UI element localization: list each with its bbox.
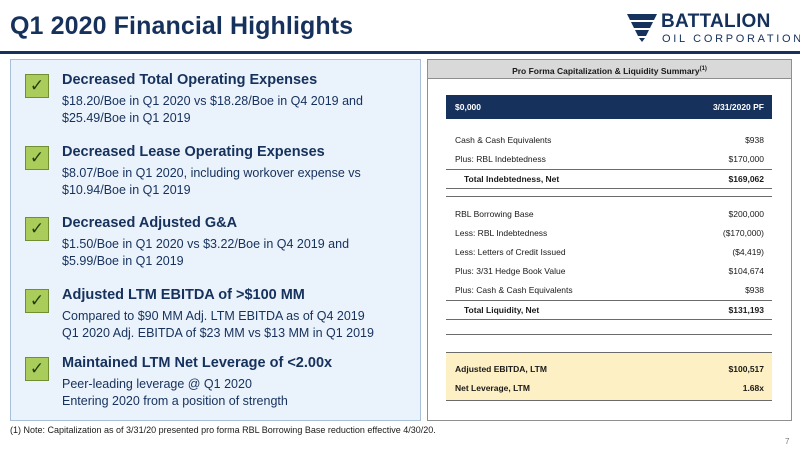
highlight-line: Entering 2020 from a position of strengt… <box>62 393 288 408</box>
table-header: $0,000 3/31/2020 PF <box>446 95 772 119</box>
highlight-line: Q1 2020 Adj. EBITDA of $23 MM vs $13 MM … <box>62 325 374 340</box>
slide-header: Q1 2020 Financial Highlights BATTALION O… <box>0 0 800 54</box>
footnote: (1) Note: Capitalization as of 3/31/20 p… <box>10 425 436 435</box>
row-label: Plus: Cash & Cash Equivalents <box>455 285 573 295</box>
checkmark-icon: ✓ <box>25 357 49 381</box>
row-label: Less: RBL Indebtedness <box>455 228 548 238</box>
checkmark-icon: ✓ <box>25 74 49 98</box>
highlight-description: Peer-leading leverage @ Q1 2020 Entering… <box>62 376 412 409</box>
row-label: Plus: RBL Indebtedness <box>455 154 546 164</box>
column-header-date: 3/31/2020 PF <box>712 102 764 112</box>
battalion-logo-icon <box>627 14 657 42</box>
table-row: Cash & Cash Equivalents $938 <box>446 131 772 149</box>
highlight-line: Peer-leading leverage @ Q1 2020 <box>62 377 252 391</box>
row-value: ($4,419) <box>732 247 764 257</box>
highlight-title: Decreased Total Operating Expenses <box>62 72 318 88</box>
row-value: $169,062 <box>728 174 764 184</box>
header-divider <box>0 51 800 54</box>
checkmark-icon: ✓ <box>25 217 49 241</box>
page-title: Q1 2020 Financial Highlights <box>10 12 354 40</box>
table-row: Plus: RBL Indebtedness $170,000 <box>446 150 772 168</box>
row-value: $131,193 <box>728 305 764 315</box>
highlight-title: Maintained LTM Net Leverage of <2.00x <box>62 355 333 371</box>
section-divider <box>446 334 772 335</box>
table-row: Plus: Cash & Cash Equivalents $938 <box>446 281 772 299</box>
highlight-line: $1.50/Boe in Q1 2020 vs $3.22/Boe in Q4 … <box>62 237 350 251</box>
highlights-panel: ✓ Decreased Total Operating Expenses $18… <box>10 59 421 421</box>
highlight-line: Compared to $90 MM Adj. LTM EBITDA as of… <box>62 309 365 323</box>
highlight-line: $5.99/Boe in Q1 2019 <box>62 253 184 268</box>
row-value: ($170,000) <box>722 228 764 238</box>
row-value: $938 <box>745 285 764 295</box>
table-total-row: Total Liquidity, Net $131,193 <box>446 300 772 320</box>
highlight-line: $18.20/Boe in Q1 2020 vs $18.28/Boe in Q… <box>62 94 363 108</box>
highlight-title: Adjusted LTM EBITDA of >$100 MM <box>62 287 305 303</box>
row-value: $104,674 <box>728 266 764 276</box>
table-total-row: Total Indebtedness, Net $169,062 <box>446 169 772 189</box>
logo-subtitle: OIL CORPORATION <box>662 33 800 45</box>
page-number: 7 <box>785 437 790 446</box>
highlight-title: Decreased Lease Operating Expenses <box>62 144 325 160</box>
table-row: Less: RBL Indebtedness ($170,000) <box>446 224 772 242</box>
row-value: $938 <box>745 135 764 145</box>
column-header-units: $0,000 <box>455 102 481 112</box>
row-label: Cash & Cash Equivalents <box>455 135 552 145</box>
row-label: Total Indebtedness, Net <box>464 174 560 184</box>
leverage-summary-box: Adjusted EBITDA, LTM $100,517 Net Levera… <box>446 352 772 401</box>
row-value: $200,000 <box>728 209 764 219</box>
checkmark-icon: ✓ <box>25 146 49 170</box>
metric-row: Net Leverage, LTM 1.68x <box>446 379 772 397</box>
section-divider <box>446 196 772 197</box>
highlight-description: $1.50/Boe in Q1 2020 vs $3.22/Boe in Q4 … <box>62 236 412 269</box>
company-logo: BATTALION OIL CORPORATION <box>627 11 800 46</box>
table-row: RBL Borrowing Base $200,000 <box>446 205 772 223</box>
row-value: 1.68x <box>742 383 764 393</box>
checkmark-icon: ✓ <box>25 289 49 313</box>
metric-row: Adjusted EBITDA, LTM $100,517 <box>446 360 772 378</box>
highlight-title: Decreased Adjusted G&A <box>62 215 238 231</box>
row-label: Total Liquidity, Net <box>464 305 540 315</box>
highlight-description: $18.20/Boe in Q1 2020 vs $18.28/Boe in Q… <box>62 93 412 126</box>
row-label: Less: Letters of Credit Issued <box>455 247 566 257</box>
row-label: Net Leverage, LTM <box>455 383 530 393</box>
capitalization-summary-panel: Pro Forma Capitalization & Liquidity Sum… <box>427 59 792 421</box>
highlight-line: $25.49/Boe in Q1 2019 <box>62 110 191 125</box>
panel-heading-text: Pro Forma Capitalization & Liquidity Sum… <box>512 65 700 76</box>
row-label: Adjusted EBITDA, LTM <box>455 364 547 374</box>
highlight-description: $8.07/Boe in Q1 2020, including workover… <box>62 165 412 198</box>
row-label: RBL Borrowing Base <box>455 209 534 219</box>
row-label: Plus: 3/31 Hedge Book Value <box>455 266 566 276</box>
highlight-line: $8.07/Boe in Q1 2020, including workover… <box>62 166 361 180</box>
logo-wordmark: BATTALION <box>661 11 771 32</box>
row-value: $100,517 <box>728 364 764 374</box>
footnote-marker: (1) <box>699 66 707 72</box>
panel-heading: Pro Forma Capitalization & Liquidity Sum… <box>428 60 791 79</box>
table-row: Less: Letters of Credit Issued ($4,419) <box>446 243 772 261</box>
highlight-description: Compared to $90 MM Adj. LTM EBITDA as of… <box>62 308 412 341</box>
table-row: Plus: 3/31 Hedge Book Value $104,674 <box>446 262 772 280</box>
row-value: $170,000 <box>728 154 764 164</box>
highlight-line: $10.94/Boe in Q1 2019 <box>62 182 191 197</box>
